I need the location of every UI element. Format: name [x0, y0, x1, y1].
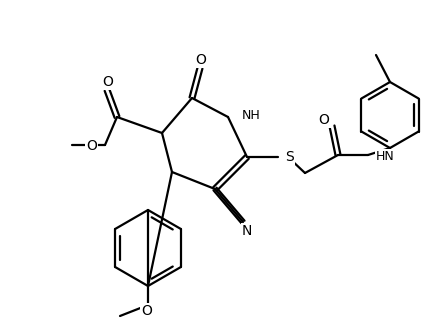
Text: O: O [319, 113, 329, 127]
Text: O: O [196, 53, 207, 67]
Text: NH: NH [242, 109, 261, 121]
Text: N: N [242, 224, 252, 238]
Text: HN: HN [376, 149, 395, 163]
Text: O: O [86, 139, 97, 153]
Text: S: S [285, 150, 294, 164]
Text: O: O [141, 304, 153, 318]
Text: O: O [103, 75, 113, 89]
